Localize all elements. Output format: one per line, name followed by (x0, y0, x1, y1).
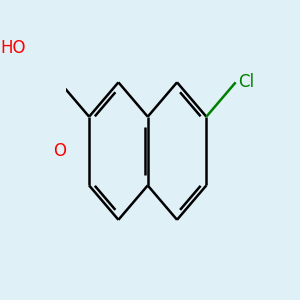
Text: O: O (53, 142, 66, 160)
Text: HO: HO (0, 39, 26, 57)
Text: Cl: Cl (238, 73, 254, 91)
